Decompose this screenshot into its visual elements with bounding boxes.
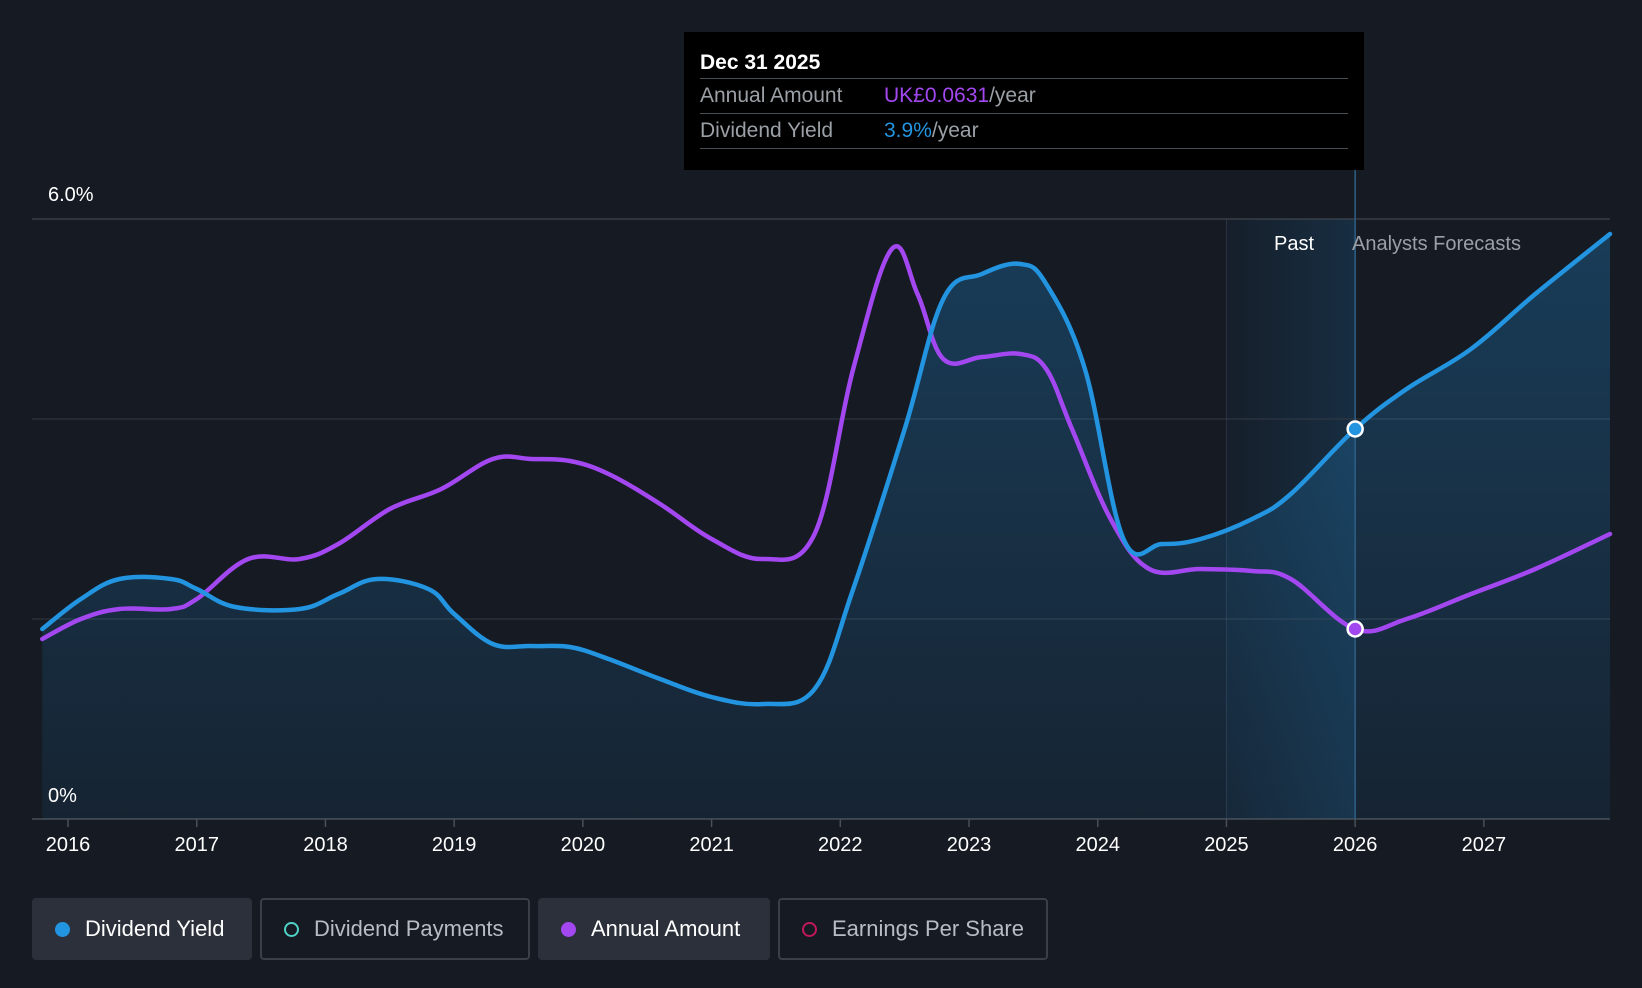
x-tick-label: 2027: [1462, 834, 1507, 856]
tooltip-label: Dividend Yield: [700, 119, 834, 142]
x-tick-label: 2025: [1204, 834, 1249, 856]
hover-tooltip: Dec 31 2025 Annual Amount UK£0.0631 /yea…: [684, 32, 1364, 170]
x-tick-label: 2026: [1333, 834, 1378, 856]
x-tick-label: 2019: [432, 834, 477, 856]
legend-dot-icon: [55, 921, 70, 937]
y-axis-label-top: 6.0%: [48, 184, 94, 206]
legend-label: Dividend Yield: [85, 916, 225, 941]
x-tick-label: 2023: [947, 834, 992, 856]
legend-annual-amount[interactable]: Annual Amount: [538, 898, 770, 960]
y-axis-label-bottom: 0%: [48, 785, 77, 807]
legend-ring-icon: [802, 921, 817, 937]
legend-dot-icon: [561, 921, 576, 937]
x-tick-label: 2017: [175, 834, 220, 856]
annual-amount-line: [40, 244, 1613, 642]
dividend-yield-line: [40, 231, 1613, 707]
tooltip-date: Dec 31 2025: [700, 51, 821, 74]
tooltip-row-annual: Annual Amount UK£0.0631 /year: [700, 78, 1348, 113]
legend-ring-icon: [284, 921, 299, 937]
tooltip-label: Annual Amount: [700, 84, 843, 107]
tooltip-unit: /year: [989, 84, 1036, 107]
x-tick-label: 2018: [303, 834, 348, 856]
x-tick-label: 2022: [818, 834, 863, 856]
past-label: Past: [1274, 233, 1314, 255]
dividend-yield-area: [42, 234, 1610, 819]
legend-label: Earnings Per Share: [832, 916, 1024, 941]
x-tick-label: 2021: [689, 834, 734, 856]
legend-earnings-per-share[interactable]: Earnings Per Share: [778, 898, 1048, 960]
dividend-yield-marker: [1346, 420, 1364, 438]
legend-label: Annual Amount: [591, 916, 741, 941]
x-tick-label: 2024: [1075, 834, 1120, 856]
tooltip-row-yield: Dividend Yield 3.9% /year: [700, 113, 1348, 149]
tooltip-value: 3.9%: [884, 119, 932, 142]
x-tick-label: 2016: [46, 834, 91, 856]
legend-dividend-payments[interactable]: Dividend Payments: [260, 898, 530, 960]
legend-dividend-yield[interactable]: Dividend Yield: [32, 898, 252, 960]
annual-amount-marker: [1346, 620, 1364, 638]
x-tick-label: 2020: [561, 834, 606, 856]
tooltip-value: UK£0.0631: [884, 84, 990, 107]
forecast-label: Analysts Forecasts: [1352, 233, 1521, 255]
tooltip-unit: /year: [931, 119, 979, 142]
legend-label: Dividend Payments: [314, 916, 504, 941]
